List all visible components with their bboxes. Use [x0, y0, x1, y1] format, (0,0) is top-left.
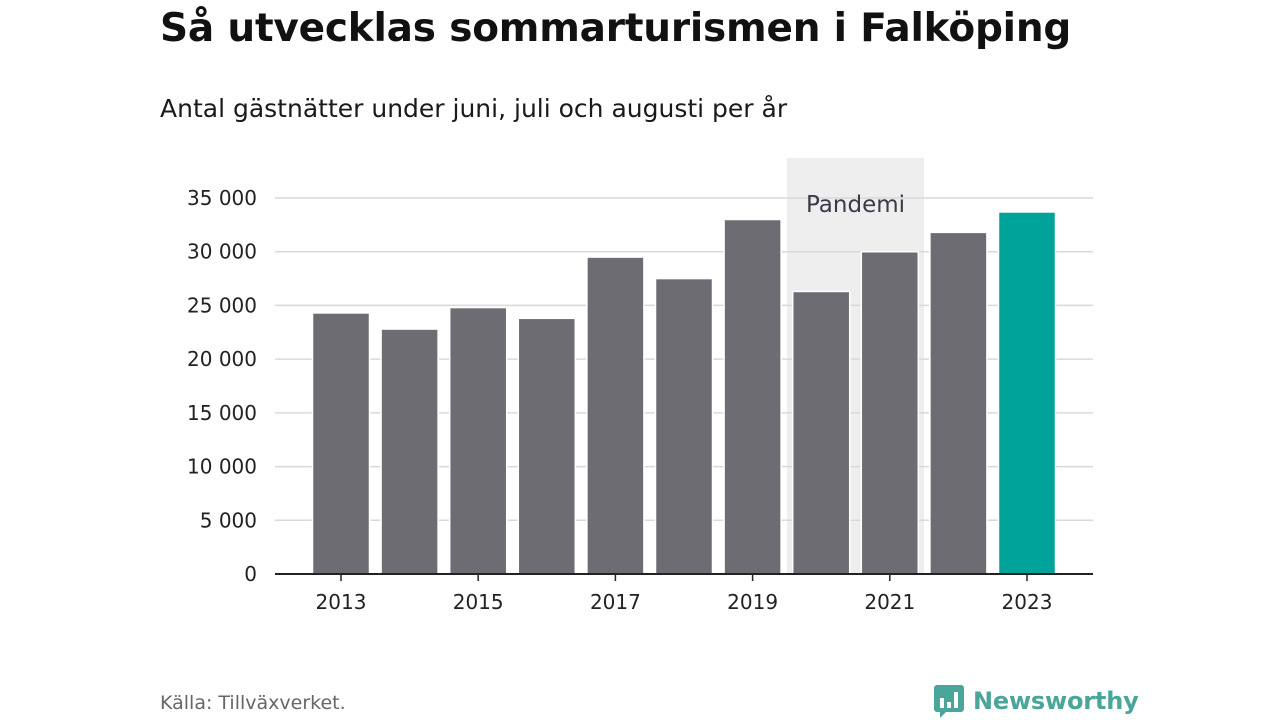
source-note: Källa: Tillväxverket. [160, 692, 346, 714]
bar-2016 [517, 317, 577, 575]
y-tick-label: 30 000 [187, 240, 257, 264]
bar-2020 [791, 290, 851, 575]
y-tick-label: 0 [244, 562, 257, 586]
bar-2014 [380, 328, 439, 575]
brand-name: Newsworthy [973, 687, 1139, 715]
x-tick-label: 2019 [727, 590, 778, 614]
bar-2017 [586, 256, 645, 575]
y-tick-label: 15 000 [187, 401, 257, 425]
speech-bubble-bar-chart-icon [934, 685, 964, 718]
y-tick-label: 35 000 [187, 186, 257, 210]
y-tick-label: 20 000 [187, 347, 257, 371]
bar-2015 [448, 306, 508, 575]
bar-2013 [311, 312, 371, 575]
y-tick-label: 10 000 [187, 455, 257, 479]
x-tick-label: 2021 [864, 590, 915, 614]
x-tick-label: 2023 [1002, 590, 1053, 614]
bar-2021 [860, 250, 920, 575]
bar-2022 [929, 231, 988, 575]
chart-title: Så utvecklas sommarturismen i Falköping [160, 6, 1072, 51]
x-tick-label: 2017 [590, 590, 641, 614]
bar-2019 [723, 218, 782, 575]
bar-2023 [997, 211, 1057, 575]
x-tick-label: 2013 [316, 590, 367, 614]
bar-chart: 0 5 000 10 000 15 000 20 000 25 000 30 000 35 0… [187, 158, 1093, 614]
y-tick-label: 5 000 [200, 508, 257, 532]
y-tick-label: 25 000 [187, 293, 257, 317]
bar-2018 [654, 277, 714, 575]
pandemic-annotation: Pandemi [806, 192, 905, 218]
chart-subtitle: Antal gästnätter under juni, juli och au… [160, 94, 788, 123]
newsworthy-logo: Newsworthy [933, 683, 1139, 719]
x-tick-label: 2015 [453, 590, 504, 614]
